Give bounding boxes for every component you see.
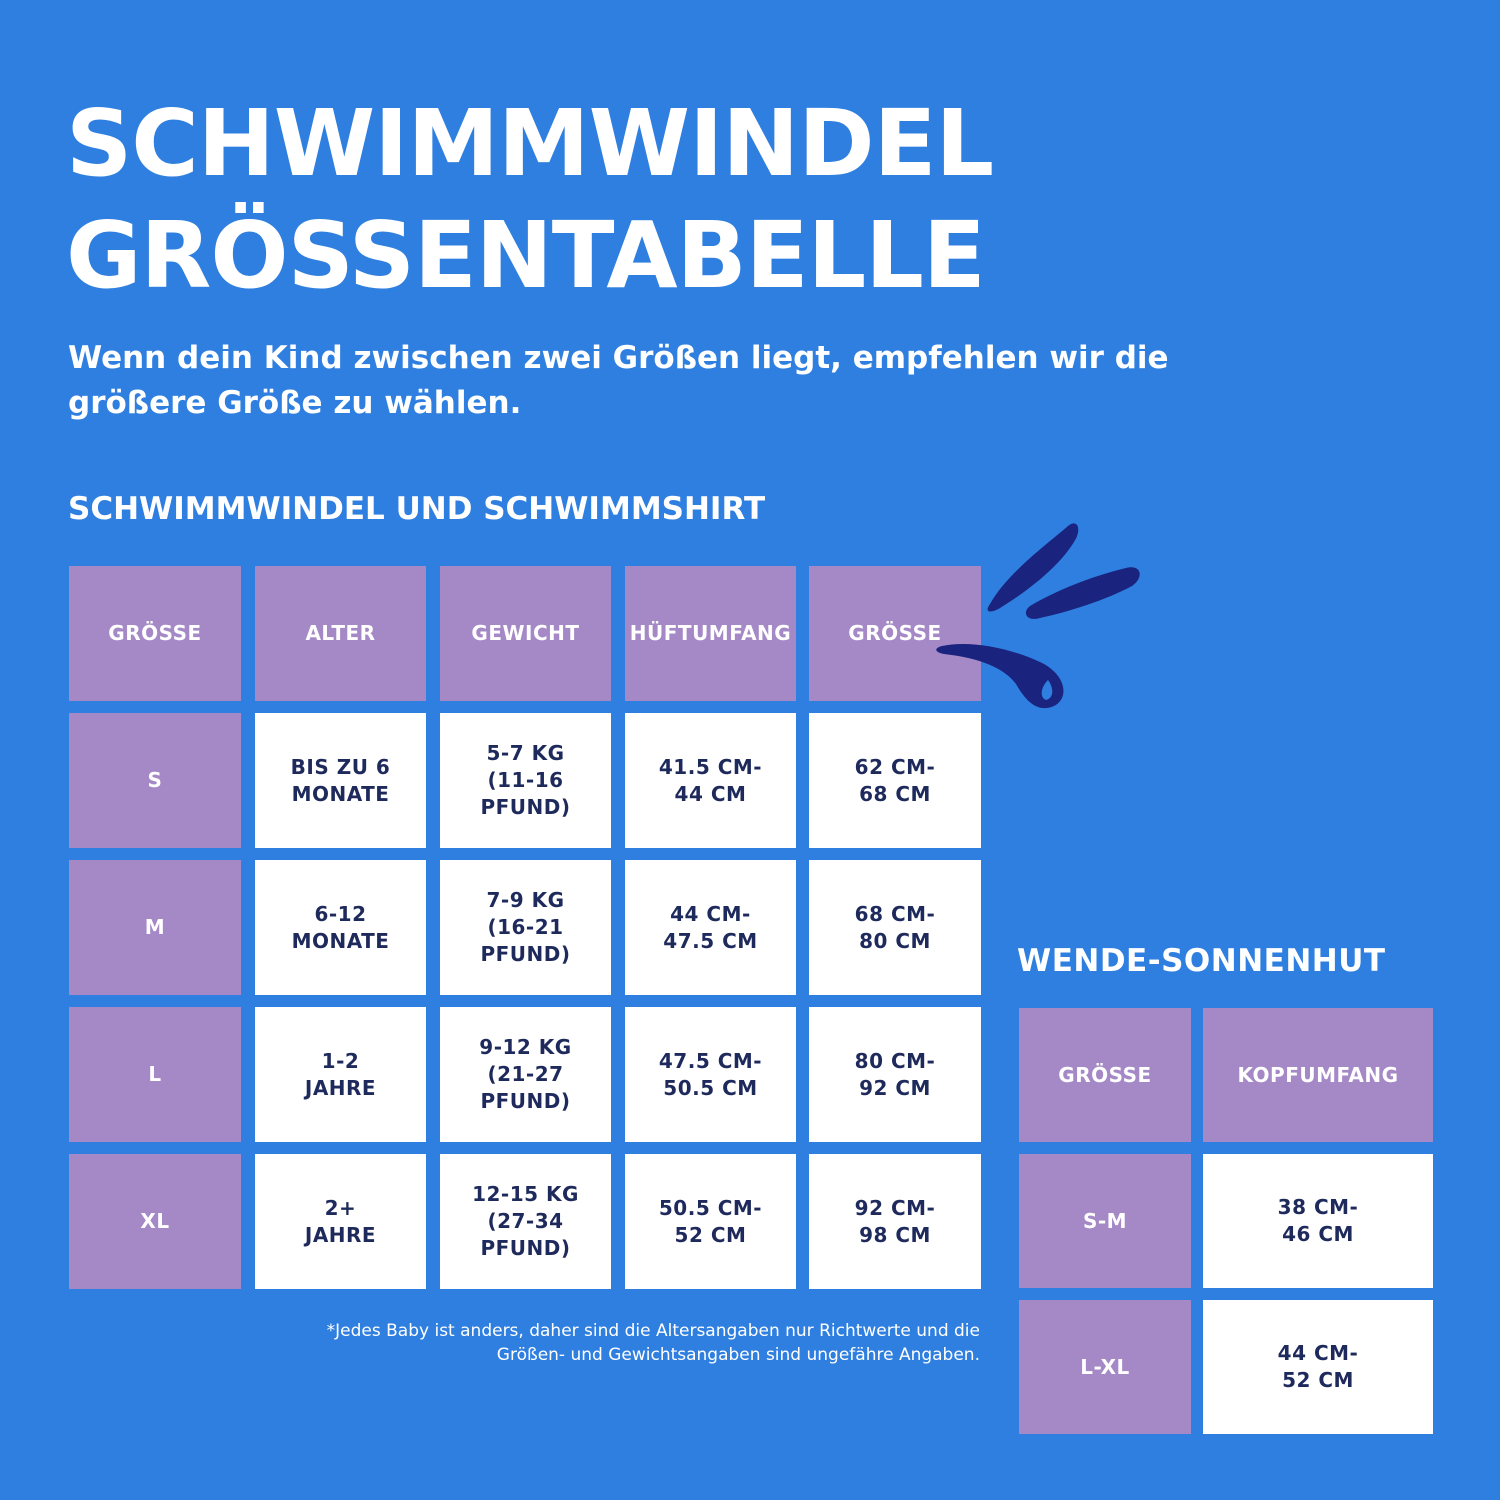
column-header: GEWICHT xyxy=(440,566,611,701)
row-size-label: L xyxy=(69,1007,241,1142)
table-cell: 44 CM- 52 CM xyxy=(1203,1300,1433,1434)
column-header: GRÖSSE xyxy=(69,566,241,701)
column-header: GRÖSSE xyxy=(809,566,981,701)
table-cell: 41.5 CM- 44 CM xyxy=(625,713,796,848)
title-line-2: GRÖSSENTABELLE xyxy=(66,202,986,309)
table-cell: 47.5 CM- 50.5 CM xyxy=(625,1007,796,1142)
table-cell: 92 CM- 98 CM xyxy=(809,1154,981,1289)
table-cell: 7-9 KG (16-21 PFUND) xyxy=(440,860,611,995)
water-splash-icon xyxy=(936,523,1140,709)
row-size-label: M xyxy=(69,860,241,995)
size-advice-text: Wenn dein Kind zwischen zwei Größen lieg… xyxy=(68,340,1169,421)
table-cell: 80 CM- 92 CM xyxy=(809,1007,981,1142)
row-size-label: XL xyxy=(69,1154,241,1289)
row-size-label: L-XL xyxy=(1019,1300,1191,1434)
table-cell: 44 CM- 47.5 CM xyxy=(625,860,796,995)
table-cell: 38 CM- 46 CM xyxy=(1203,1154,1433,1288)
column-header: KOPFUMFANG xyxy=(1203,1008,1433,1142)
sun-hat-table-heading: WENDE-SONNENHUT xyxy=(1017,943,1386,979)
swim-diaper-table-heading: SCHWIMMWINDEL UND SCHWIMMSHIRT xyxy=(68,491,766,527)
footnote: *Jedes Baby ist anders, daher sind die A… xyxy=(326,1321,980,1365)
page-title: SCHWIMMWINDEL GRÖSSENTABELLE xyxy=(66,88,994,312)
table-cell: 1-2 JAHRE xyxy=(255,1007,426,1142)
table-cell: 50.5 CM- 52 CM xyxy=(625,1154,796,1289)
table-cell: 2+ JAHRE xyxy=(255,1154,426,1289)
table-cell: 5-7 KG (11-16 PFUND) xyxy=(440,713,611,848)
row-size-label: S-M xyxy=(1019,1154,1191,1288)
table-cell: 9-12 KG (21-27 PFUND) xyxy=(440,1007,611,1142)
table-cell: 68 CM- 80 CM xyxy=(809,860,981,995)
table-cell: 62 CM- 68 CM xyxy=(809,713,981,848)
table-cell: 6-12 MONATE xyxy=(255,860,426,995)
column-header: HÜFTUMFANG xyxy=(625,566,796,701)
title-line-1: SCHWIMMWINDEL xyxy=(66,90,994,197)
column-header: GRÖSSE xyxy=(1019,1008,1191,1142)
table-cell: BIS ZU 6 MONATE xyxy=(255,713,426,848)
row-size-label: S xyxy=(69,713,241,848)
column-header: ALTER xyxy=(255,566,426,701)
table-cell: 12-15 KG (27-34 PFUND) xyxy=(440,1154,611,1289)
